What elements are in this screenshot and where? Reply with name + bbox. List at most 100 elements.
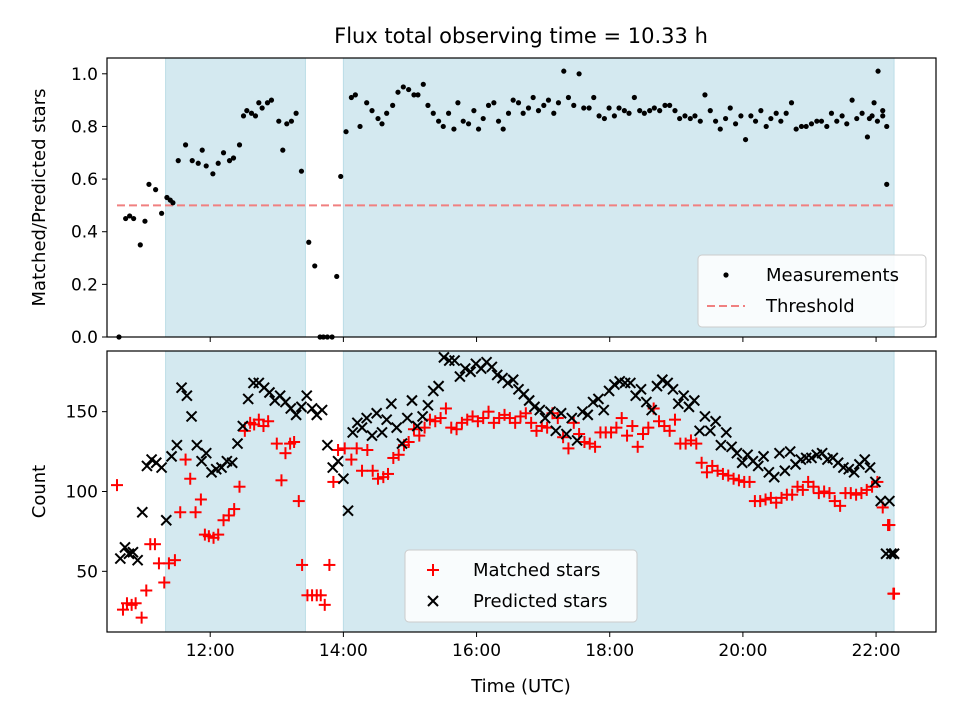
data-point	[854, 115, 860, 122]
data-point-b	[406, 394, 418, 407]
data-point	[420, 81, 426, 87]
data-point	[690, 437, 703, 450]
data-point	[292, 495, 305, 508]
data-point	[704, 425, 716, 437]
data-point-b	[598, 404, 610, 416]
data-point	[332, 455, 344, 467]
data-point	[866, 115, 873, 122]
data-point	[436, 118, 442, 124]
data-point	[525, 416, 538, 429]
data-point	[793, 126, 799, 132]
y-tick-label: 50	[76, 562, 98, 582]
data-point	[356, 421, 368, 434]
data-point	[179, 453, 192, 466]
data-point-b	[301, 389, 313, 402]
data-point	[366, 429, 378, 442]
data-point-b	[656, 374, 669, 386]
data-point	[375, 115, 381, 122]
data-point	[380, 413, 393, 426]
data-point	[754, 495, 767, 508]
data-point	[110, 479, 123, 492]
data-point-b	[432, 380, 445, 392]
data-point-b	[200, 447, 212, 459]
data-point	[352, 92, 358, 98]
y-tick-label: 0.0	[71, 328, 98, 348]
data-point	[828, 110, 835, 116]
data-point	[141, 460, 153, 472]
data-point-b	[181, 389, 193, 402]
data-point	[616, 105, 622, 111]
data-point	[230, 155, 237, 161]
data-point-b	[342, 504, 354, 517]
data-point	[465, 121, 472, 127]
data-point	[672, 397, 685, 410]
data-point	[848, 466, 860, 479]
y-tick-label: 0.6	[71, 170, 98, 190]
data-point	[256, 100, 262, 106]
data-point-b	[360, 412, 373, 424]
data-point	[768, 115, 774, 122]
data-point	[236, 142, 243, 148]
data-point-b	[274, 389, 286, 402]
data-point	[445, 421, 458, 434]
data-point-b	[523, 394, 535, 407]
data-point	[372, 472, 385, 485]
data-point	[700, 466, 713, 479]
data-point	[807, 480, 820, 493]
data-point	[786, 488, 799, 501]
data-point	[880, 113, 886, 119]
data-point	[663, 424, 676, 437]
data-point	[181, 389, 193, 402]
data-point	[621, 429, 634, 442]
data-point	[720, 426, 732, 439]
data-point	[859, 110, 865, 116]
data-point	[451, 126, 457, 132]
data-point	[406, 394, 418, 407]
data-point	[702, 92, 708, 98]
data-point	[571, 434, 583, 447]
data-point	[296, 558, 309, 571]
data-point	[834, 118, 840, 124]
data-point-b	[237, 420, 249, 432]
data-point	[142, 218, 148, 224]
data-point	[116, 603, 129, 616]
data-point-b	[502, 377, 514, 389]
y-axis-label: Count	[29, 465, 50, 518]
data-point	[551, 110, 557, 116]
data-point-b	[385, 397, 398, 410]
y-tick-label: 150	[66, 403, 98, 423]
data-point-b	[555, 407, 567, 419]
data-point-b	[779, 465, 791, 477]
data-point	[422, 399, 434, 411]
data-point-b	[534, 404, 546, 416]
data-point	[624, 377, 637, 389]
data-point	[812, 487, 825, 500]
data-point	[743, 475, 756, 488]
data-point	[475, 126, 482, 132]
data-point	[576, 71, 582, 77]
data-point	[295, 401, 308, 413]
data-point-b	[672, 397, 685, 410]
data-point	[338, 173, 344, 180]
data-point-b	[356, 421, 368, 434]
data-point	[418, 421, 431, 434]
data-point	[717, 126, 723, 132]
data-point	[859, 453, 871, 466]
data-point	[883, 495, 896, 507]
data-point	[450, 423, 463, 436]
data-point	[406, 86, 412, 93]
series-x	[114, 351, 900, 566]
data-point	[742, 136, 749, 143]
data-point-b	[165, 450, 178, 463]
data-point	[390, 102, 396, 108]
data-point-b	[295, 401, 308, 413]
data-point-b	[699, 410, 711, 423]
data-point	[226, 457, 238, 469]
data-point	[171, 439, 183, 451]
data-point-b	[608, 378, 621, 391]
data-point	[589, 440, 602, 453]
data-point	[114, 552, 127, 565]
data-point	[887, 587, 900, 600]
data-point	[268, 97, 275, 103]
y-tick-label: 0.4	[71, 223, 98, 243]
